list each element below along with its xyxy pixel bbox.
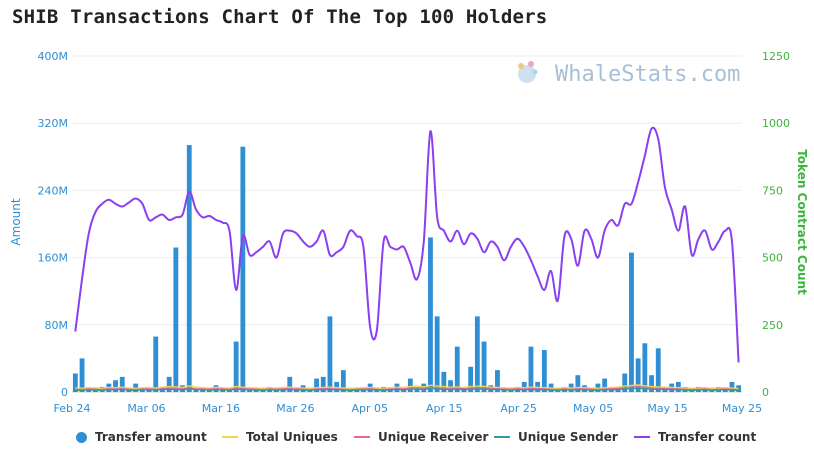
transfer-amount-bar (649, 375, 654, 392)
x-tick-label: May 25 (722, 402, 762, 415)
transfer-amount-bar (655, 348, 661, 392)
transfer-amount-bar (454, 346, 460, 392)
transfer-amount-bar (119, 376, 125, 392)
transfer-amount-bar (481, 341, 487, 392)
transfer-amount-bar (528, 346, 534, 392)
x-tick-label: May 15 (647, 402, 687, 415)
legend-item-transfer-count[interactable]: Transfer count (634, 430, 756, 444)
y-left-tick-label: 400M (38, 50, 69, 63)
x-tick-label: May 05 (573, 402, 613, 415)
transfer-amount-bar (635, 358, 641, 392)
legend-item-total-uniques[interactable]: Total Uniques (222, 430, 338, 444)
y-right-tick-label: 750 (762, 184, 783, 197)
legend-label: Transfer count (658, 430, 757, 444)
transfer-amount-bar (495, 370, 500, 392)
transfer-amount-bar (602, 378, 608, 392)
chart-legend: Transfer amount Total Uniques Unique Recei… (0, 430, 814, 450)
transfer-amount-bars (72, 145, 742, 392)
transfer-amount-bar (72, 373, 78, 392)
transfer-amount-bar (173, 247, 179, 392)
x-tick-label: Mar 26 (276, 402, 314, 415)
transfer-amount-bar (729, 381, 735, 392)
y-axis-right-ticks: 0 250 500 750 1000 1250 (762, 50, 790, 399)
transfer-amount-bar (79, 358, 85, 392)
x-tick-label: Mar 06 (127, 402, 165, 415)
y-right-tick-label: 500 (762, 252, 783, 265)
x-tick-label: Mar 16 (202, 402, 240, 415)
x-axis-ticks: Feb 24 Mar 06 Mar 16 Mar 26 Apr 05 Apr 15 Apr … (54, 402, 763, 415)
legend-item-transfer-amount[interactable]: Transfer amount (76, 430, 207, 444)
y-left-tick-label: 320M (38, 117, 69, 130)
y-right-tick-label: 250 (762, 319, 783, 332)
transfer-count-line (74, 126, 740, 363)
x-tick-label: Apr 15 (426, 402, 463, 415)
unique-sender-line (75, 387, 739, 392)
y-axis-left-ticks: 0 80M 160M 240M 320M 400M (38, 50, 69, 399)
legend-swatch (634, 436, 650, 438)
total-uniques-line (75, 384, 739, 390)
chart-title: SHIB Transactions Chart Of The Top 100 H… (12, 6, 548, 28)
y-left-tick-label: 80M (45, 319, 69, 332)
transfer-amount-bar (153, 336, 159, 392)
transfer-amount-bar (541, 350, 547, 392)
transfer-amount-bar (448, 380, 453, 392)
legend-swatch (222, 436, 238, 438)
legend-label: Unique Sender (518, 430, 618, 444)
y-left-tick-label: 240M (38, 184, 69, 197)
transfer-amount-bar (468, 366, 474, 392)
transfer-amount-bar (320, 376, 326, 392)
legend-item-unique-receiver[interactable]: Unique Receiver (354, 430, 488, 444)
x-tick-label: Apr 05 (352, 402, 389, 415)
transfer-amount-bar (736, 385, 742, 392)
transfer-amount-bar (327, 316, 333, 392)
y-left-tick-label: 0 (61, 386, 68, 399)
x-tick-label: Feb 24 (54, 402, 91, 415)
transfer-amount-bar (287, 376, 293, 392)
transfer-amount-bar (414, 388, 420, 392)
transfer-amount-bar (186, 145, 192, 392)
grid-lines (72, 55, 742, 393)
transfer-amount-bar (521, 381, 527, 392)
transfer-amount-bar (629, 252, 634, 392)
transfer-amount-bar (474, 316, 480, 392)
watermark: WhaleStats.com (518, 61, 740, 87)
transfer-amount-bar (193, 388, 199, 392)
transfer-amount-bar (113, 380, 118, 392)
transfer-amount-bar (340, 370, 346, 392)
transfer-amount-bar (675, 381, 681, 392)
whale-logo-icon (518, 61, 538, 83)
transfer-amount-bar (662, 388, 668, 392)
transfer-amount-bar (166, 376, 172, 392)
transfer-amount-bar (642, 343, 648, 392)
y-left-tick-label: 160M (38, 252, 69, 265)
transfer-amount-bar (434, 316, 440, 392)
legend-swatch (494, 436, 510, 438)
y-axis-right-label: Token Contract Count (795, 149, 809, 295)
x-tick-label: Apr 25 (500, 402, 537, 415)
legend-swatch (76, 431, 87, 443)
transfer-amount-bar (314, 378, 319, 392)
y-right-tick-label: 1250 (762, 50, 790, 63)
legend-label: Total Uniques (246, 430, 338, 444)
transfer-amount-bar (233, 341, 239, 392)
transfer-amount-bar (407, 378, 413, 392)
transfer-amount-bar (240, 146, 246, 392)
legend-swatch (354, 436, 370, 438)
legend-label: Unique Receiver (378, 430, 489, 444)
transfer-amount-bar (441, 371, 447, 392)
legend-label: Transfer amount (95, 430, 207, 444)
transfer-amount-bar (622, 373, 628, 392)
y-right-tick-label: 0 (762, 386, 769, 399)
y-right-tick-label: 1000 (762, 117, 790, 130)
transfer-amount-bar (575, 375, 581, 392)
watermark-text: WhaleStats.com (555, 62, 740, 87)
unique-receiver-line (75, 385, 739, 391)
transfer-amount-bar (334, 381, 340, 392)
y-axis-left-label: Amount (9, 198, 23, 245)
series-lines (74, 126, 740, 392)
legend-item-unique-sender[interactable]: Unique Sender (494, 430, 618, 444)
transfer-amount-bar (428, 237, 433, 392)
